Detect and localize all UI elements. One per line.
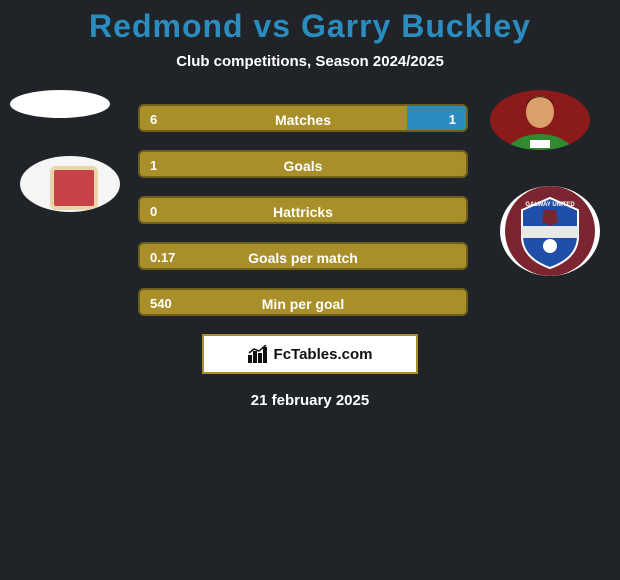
brand-icon — [248, 345, 270, 363]
page-title: Redmond vs Garry Buckley — [0, 0, 620, 45]
title-player1: Redmond — [89, 8, 244, 44]
title-vs: vs — [253, 8, 291, 44]
stat-label: Goals per match — [140, 244, 466, 268]
stat-row: 61Matches — [138, 104, 468, 132]
brand-box: FcTables.com — [202, 334, 418, 374]
stat-row: 0Hattricks — [138, 196, 468, 224]
stat-bars: 61Matches 1Goals 0Hattricks 0.17Goals per m… — [138, 104, 468, 316]
date-text: 21 february 2025 — [0, 392, 620, 409]
stat-row: 1Goals — [138, 150, 468, 178]
player2-photo — [490, 90, 590, 150]
player2-club-crest: GALWAY UNITED — [500, 186, 600, 276]
player1-photo — [10, 90, 110, 118]
stat-label: Matches — [140, 106, 466, 130]
subtitle: Club competitions, Season 2024/2025 — [0, 53, 620, 70]
stat-label: Hattricks — [140, 198, 466, 222]
stat-row: 540Min per goal — [138, 288, 468, 316]
stat-label: Goals — [140, 152, 466, 176]
title-player2: Garry Buckley — [301, 8, 531, 44]
stat-label: Min per goal — [140, 290, 466, 314]
brand-text: FcTables.com — [274, 346, 373, 363]
svg-text:GALWAY UNITED: GALWAY UNITED — [525, 202, 575, 208]
player1-club-crest — [20, 156, 120, 212]
comparison-content: GALWAY UNITED 61Matches 1Goals 0Hattricks 0… — [0, 104, 620, 409]
stat-row: 0.17Goals per match — [138, 242, 468, 270]
